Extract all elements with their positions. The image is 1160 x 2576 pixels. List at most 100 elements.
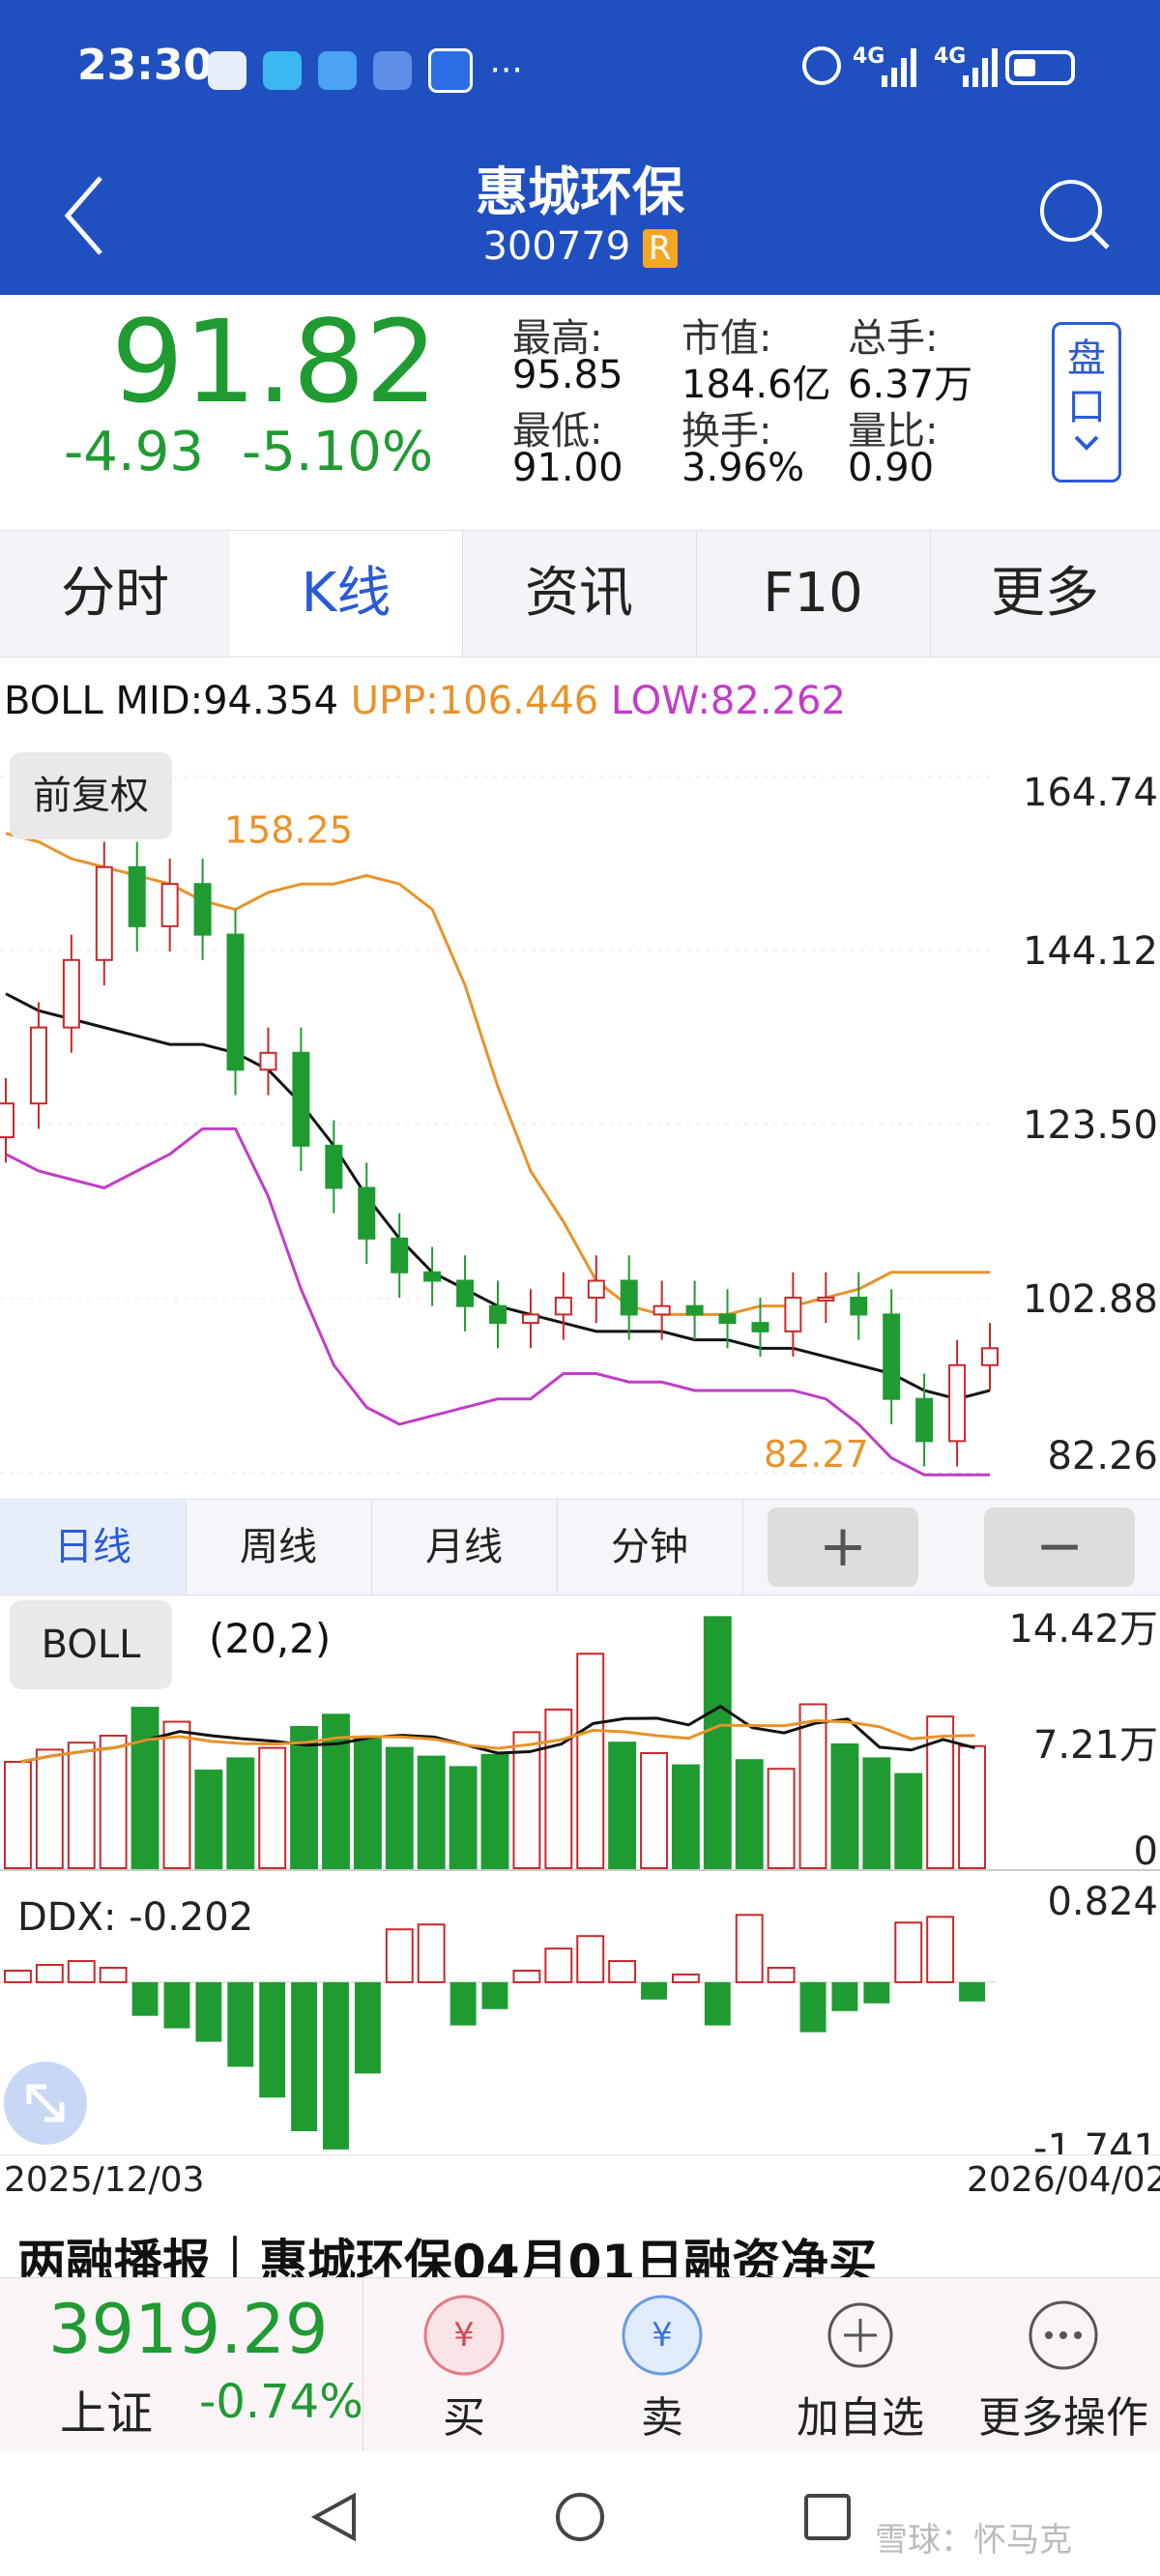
ddx-bar	[704, 1981, 731, 2026]
boll-low: LOW:82.262	[610, 679, 846, 723]
period-day[interactable]: 日线	[0, 1500, 187, 1595]
period-week[interactable]: 周线	[186, 1500, 372, 1595]
volume-bar	[385, 1746, 414, 1869]
ddx-bar	[671, 1973, 700, 1983]
ddx-bar	[576, 1935, 605, 1983]
volume-bar	[512, 1731, 541, 1869]
candle	[95, 865, 113, 961]
volume-bar	[830, 1742, 859, 1869]
buy-cart-icon: ¥	[423, 2295, 505, 2376]
buy-button[interactable]: ¥ 买	[377, 2278, 551, 2452]
volume-bar	[480, 1753, 509, 1869]
quote-panel: 91.82 -4.93 -5.10% 最高: 95.85 市值: 184.6亿 …	[0, 295, 1160, 512]
candle	[456, 1279, 475, 1307]
boll-low-line	[5, 1127, 990, 1477]
tab-f10[interactable]: F10	[696, 531, 931, 657]
news-ticker[interactable]: 两融播报｜惠城环保04月01日融资净买	[17, 2235, 878, 2277]
signal-icon	[882, 48, 916, 87]
low-annotation: 82.27	[764, 1433, 869, 1476]
tab-news[interactable]: 资讯	[462, 531, 697, 657]
volume-bar	[258, 1746, 287, 1869]
ddx-tick-label: -1.741	[1033, 2126, 1158, 2154]
kline-chart[interactable]: 164.74 144.12 123.50 102.88 82.26 158.25 82.27	[0, 743, 1160, 1497]
alarm-icon	[802, 46, 841, 85]
volume-bar	[576, 1653, 605, 1870]
title-bar: 惠城环保 300779 R	[0, 145, 1160, 295]
tab-kline[interactable]: K线	[230, 531, 463, 657]
pankou-button[interactable]: 盘口	[1052, 322, 1121, 483]
date-end: 2026/04/02	[967, 2160, 1160, 2200]
candle	[620, 1279, 638, 1316]
book-icon	[263, 51, 303, 90]
ddx-bar	[163, 1981, 190, 2029]
volume-bar	[194, 1770, 223, 1869]
more-actions-button[interactable]: 更多操作	[967, 2278, 1160, 2452]
candle	[160, 883, 179, 927]
nav-recents-icon[interactable]	[800, 2490, 855, 2544]
ddx-chart[interactable]: 0.824 -1.741	[0, 1874, 1160, 2154]
volume-bar	[417, 1755, 446, 1870]
index-name: 上证	[60, 2386, 154, 2441]
nav-back-icon[interactable]	[307, 2490, 362, 2544]
expand-icon	[26, 2084, 65, 2122]
nav-home-icon[interactable]	[553, 2490, 607, 2544]
ddx-bar	[512, 1969, 541, 1983]
bottom-action-bar: 3919.29 上证 -0.74% ¥ 买 ¥ 卖 加自选 更多操作	[0, 2277, 1160, 2452]
ddx-tick-label: 0.824	[1047, 1880, 1158, 1924]
candle	[259, 1051, 277, 1071]
ddx-bar	[323, 1981, 349, 2150]
adjust-button[interactable]: 前复权	[10, 752, 172, 839]
tab-more[interactable]: 更多	[991, 562, 1099, 625]
period-minute[interactable]: 分钟	[557, 1500, 743, 1595]
volume-bar	[4, 1761, 32, 1869]
ddx-bar	[481, 1981, 508, 2009]
price-change: -4.93	[64, 421, 204, 483]
candle	[652, 1304, 671, 1316]
sell-label: 卖	[641, 2393, 683, 2443]
period-month[interactable]: 月线	[371, 1500, 558, 1595]
ddx-bar	[291, 1981, 318, 2132]
battery-icon	[1005, 50, 1075, 85]
volume-chart[interactable]: 14.42万 7.21万 0	[0, 1595, 1160, 1871]
ddx-bar	[735, 1914, 764, 1983]
add-watchlist-button[interactable]: 加自选	[773, 2278, 947, 2452]
volume-bar	[35, 1748, 64, 1870]
chevron-down-icon	[1074, 435, 1099, 451]
ddx-bar	[131, 1981, 159, 2016]
ddx-bar	[799, 1981, 826, 2033]
zoom-out-button[interactable]: −	[984, 1508, 1135, 1587]
search-icon[interactable]	[1036, 172, 1114, 259]
ddx-bar	[227, 1981, 254, 2067]
volume-indicator-button[interactable]: BOLL	[10, 1600, 172, 1689]
volume-bar	[735, 1759, 764, 1869]
volume-bar	[671, 1764, 700, 1869]
volume-bar	[353, 1738, 382, 1869]
back-icon[interactable]	[60, 172, 108, 259]
candle	[29, 1026, 47, 1105]
period-tabs: 日线 周线 月线 分钟 + −	[0, 1499, 1160, 1595]
ddx-bar	[926, 1916, 955, 1983]
tab-fenshi[interactable]: 分时	[0, 531, 231, 657]
volume-bar	[226, 1757, 255, 1869]
candle	[850, 1296, 868, 1316]
zoom-in-button[interactable]: +	[768, 1508, 918, 1587]
stat-label: 最高:	[512, 316, 603, 361]
svg-text:¥: ¥	[453, 2316, 475, 2355]
volume-bar	[640, 1751, 668, 1869]
sell-button[interactable]: ¥ 卖	[575, 2278, 749, 2452]
candle	[948, 1363, 967, 1443]
volume-bar	[608, 1742, 637, 1869]
candle	[292, 1051, 310, 1147]
index-change: -0.74%	[199, 2375, 363, 2429]
boll-upp-line	[5, 832, 990, 1316]
margin-badge: R	[642, 229, 678, 268]
stock-code-line: 300779 R	[0, 224, 1160, 269]
index-value[interactable]: 3919.29	[48, 2290, 329, 2369]
volume-tick-label: 0	[1134, 1830, 1158, 1871]
sell-cart-icon: ¥	[622, 2295, 703, 2376]
more-notifications-icon: ···	[489, 50, 523, 91]
volume-bar	[862, 1757, 891, 1869]
expand-button[interactable]	[4, 2062, 87, 2145]
ddx-bar	[67, 1960, 96, 1983]
candle	[817, 1296, 835, 1302]
